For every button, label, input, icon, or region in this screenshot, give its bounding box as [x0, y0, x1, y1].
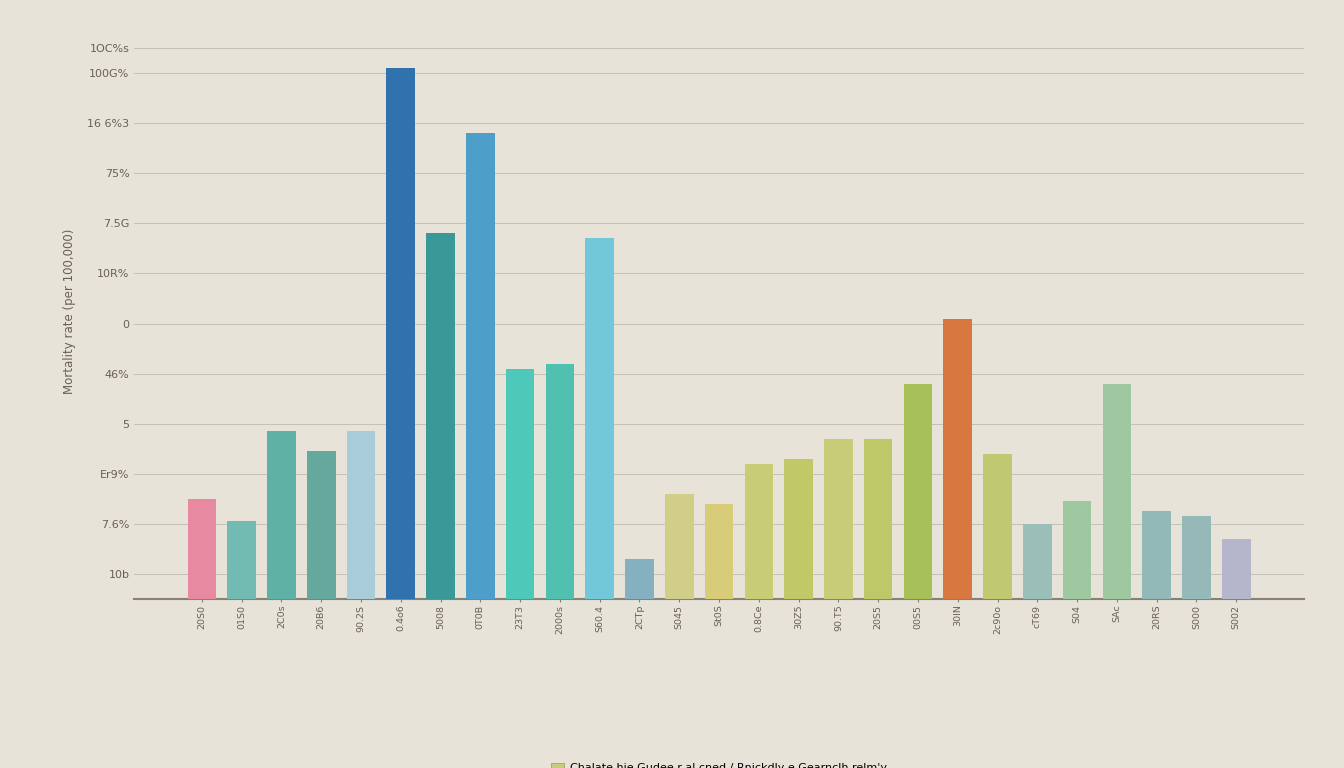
- Bar: [1102, 384, 1132, 599]
- Bar: [505, 369, 535, 599]
- Bar: [227, 521, 255, 599]
- Bar: [426, 233, 454, 599]
- Legend: Chalate hie Gudee r al cned / Rnickdly e Gearnclh relm'y: Chalate hie Gudee r al cned / Rnickdly e…: [547, 758, 891, 768]
- Bar: [1222, 539, 1250, 599]
- Bar: [306, 452, 336, 599]
- Bar: [546, 363, 574, 599]
- Bar: [984, 454, 1012, 599]
- Bar: [188, 499, 216, 599]
- Bar: [665, 494, 694, 599]
- Bar: [347, 432, 375, 599]
- Y-axis label: Mortality rate (per 100,000): Mortality rate (per 100,000): [63, 228, 77, 394]
- Bar: [785, 458, 813, 599]
- Bar: [745, 464, 773, 599]
- Bar: [586, 238, 614, 599]
- Bar: [704, 504, 734, 599]
- Bar: [1142, 511, 1171, 599]
- Bar: [625, 559, 653, 599]
- Bar: [387, 68, 415, 599]
- Bar: [267, 432, 296, 599]
- Bar: [864, 439, 892, 599]
- Bar: [466, 133, 495, 599]
- Bar: [1183, 516, 1211, 599]
- Bar: [824, 439, 852, 599]
- Bar: [1063, 502, 1091, 599]
- Bar: [943, 319, 972, 599]
- Bar: [1023, 524, 1051, 599]
- Bar: [903, 384, 933, 599]
